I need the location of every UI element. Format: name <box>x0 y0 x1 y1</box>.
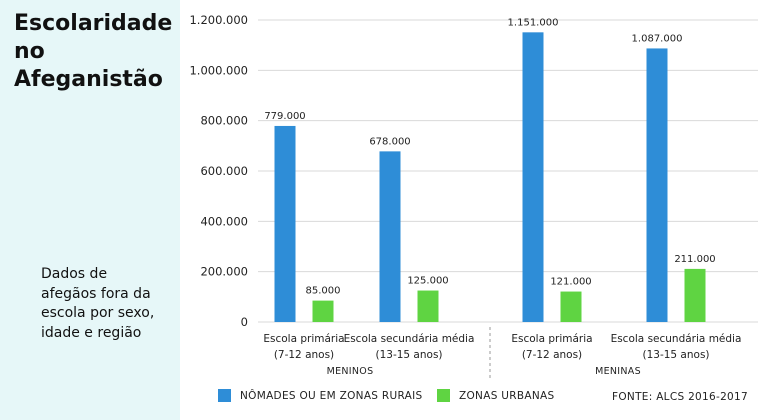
legend-label: NÔMADES OU EM ZONAS RURAIS <box>240 389 423 402</box>
bar <box>312 300 334 322</box>
bar <box>379 151 401 322</box>
data-label: 1.087.000 <box>632 33 683 44</box>
source-note: FONTE: ALCS 2016-2017 <box>612 391 748 403</box>
y-tick-label: 600.000 <box>200 164 248 178</box>
data-label: 121.000 <box>550 277 591 288</box>
y-tick-label: 1.200.000 <box>189 13 248 27</box>
category-sublabel: (13-15 anos) <box>642 349 709 361</box>
data-label: 779.000 <box>264 111 305 122</box>
data-label: 125.000 <box>407 276 448 287</box>
category-label: Escola primária <box>511 333 592 345</box>
category-sublabel: (7-12 anos) <box>274 349 334 361</box>
page-title: Escolaridade no Afeganistão <box>14 11 173 92</box>
data-label: 211.000 <box>674 254 715 265</box>
bar <box>417 290 439 322</box>
legend-label: ZONAS URBANAS <box>459 390 555 402</box>
page-subtitle: Dados de afegãos fora da escola por sexo… <box>41 266 155 341</box>
legend-swatch <box>437 389 450 402</box>
category-label: Escola secundária média <box>611 333 742 345</box>
category-label: Escola secundária média <box>344 333 475 345</box>
y-tick-label: 0 <box>241 315 248 329</box>
data-label: 1.151.000 <box>508 17 559 28</box>
category-sublabel: (7-12 anos) <box>522 349 582 361</box>
group-label: MENINAS <box>595 366 641 377</box>
legend-swatch <box>218 389 231 402</box>
y-tick-label: 800.000 <box>200 114 248 128</box>
sidebar-panel: Escolaridade no Afeganistão Dados de afe… <box>0 0 180 420</box>
data-label: 85.000 <box>306 286 341 297</box>
bar <box>522 32 544 322</box>
bar <box>274 125 296 323</box>
category-label: Escola primária <box>263 333 344 345</box>
y-tick-label: 1.000.000 <box>189 63 248 77</box>
group-label: MENINOS <box>327 366 374 377</box>
y-tick-label: 400.000 <box>200 214 248 228</box>
bar <box>646 48 668 323</box>
bar <box>684 268 706 322</box>
y-tick-label: 200.000 <box>200 265 248 279</box>
data-label: 678.000 <box>369 136 410 147</box>
bar <box>560 291 582 322</box>
category-sublabel: (13-15 anos) <box>375 349 442 361</box>
